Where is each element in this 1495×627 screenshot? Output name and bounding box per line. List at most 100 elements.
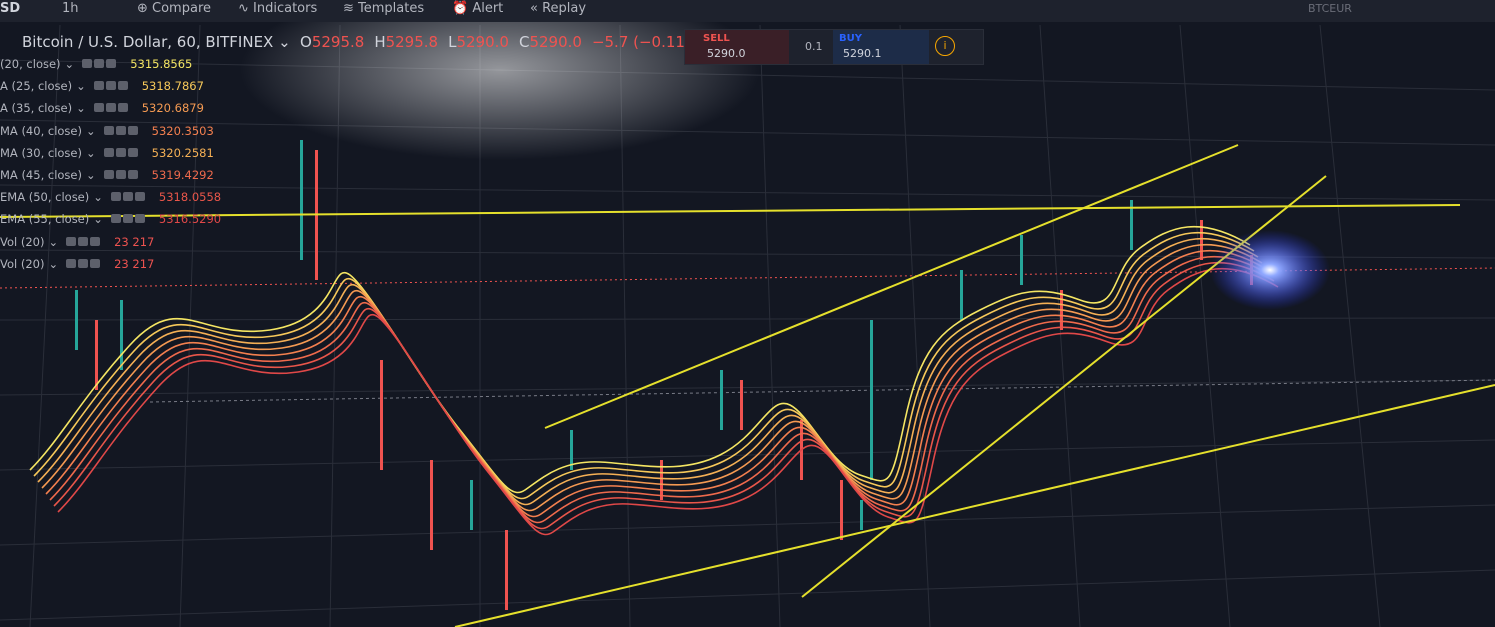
legend-icon[interactable] <box>122 214 133 224</box>
legend-chevron: ⌄ <box>76 101 86 116</box>
ohlc-key: H <box>374 33 386 51</box>
legend-icon[interactable] <box>110 214 121 224</box>
legend-row: A (25, close) ⌄ 5318.7867 <box>0 79 204 93</box>
legend-icon[interactable] <box>66 236 77 246</box>
sell-label: SELL <box>703 33 730 44</box>
legend-label: MA (40, close) <box>0 123 82 138</box>
alert-button[interactable]: ⏰ Alert <box>452 1 504 16</box>
legend-value: 5320.2581 <box>151 145 214 160</box>
chart-title: Bitcoin / U.S. Dollar, 60, BITFINEX ⌄ <box>22 33 291 51</box>
legend-value: 5315.8565 <box>130 57 193 71</box>
legend-icon[interactable] <box>134 214 145 224</box>
legend-value: 5320.6879 <box>141 101 204 116</box>
legend-icon[interactable] <box>127 147 138 157</box>
legend-icon[interactable] <box>103 170 114 179</box>
ohlc-change: −5.7 (−0.11% <box>591 33 700 51</box>
ohlc: O5295.8 H5295.8 L5290.0 C5290.0 −5.7 (−0.11% <box>300 33 699 51</box>
legend-label: EMA (55, close) <box>0 212 90 227</box>
legend-icon[interactable] <box>82 59 93 68</box>
legend-icon[interactable] <box>110 192 121 202</box>
legend-row: Vol (20) ⌄ 23 217 <box>0 235 154 249</box>
legend-icon[interactable] <box>103 147 114 157</box>
templates-label: Templates <box>358 1 425 16</box>
legend-icon[interactable] <box>78 236 89 246</box>
legend-value: 5320.3503 <box>151 123 214 138</box>
buy-price: 5290.1 <box>843 47 882 60</box>
legend-label: EMA (50, close) <box>0 190 90 205</box>
indicators-button[interactable]: ∿ Indicators <box>238 1 318 16</box>
legend-chevron: ⌄ <box>85 123 96 138</box>
legend-icon[interactable] <box>66 258 77 268</box>
legend-icon[interactable] <box>94 59 105 68</box>
legend-icon[interactable] <box>117 81 128 91</box>
compare-label: Compare <box>152 1 212 16</box>
ohlc-key: C <box>518 33 530 51</box>
replay-button[interactable]: « Replay <box>530 1 587 16</box>
legend-value: 5316.5290 <box>158 212 222 227</box>
legend-value: 23 217 <box>114 256 155 271</box>
symbol[interactable]: SD <box>0 1 21 16</box>
alert-label: Alert <box>472 1 504 16</box>
legend-chevron: ⌄ <box>48 234 59 249</box>
ohlc-key: L <box>448 33 457 51</box>
ohlc-value: 5295.8 <box>385 33 439 51</box>
crosshair <box>149 379 1495 403</box>
legend-icon[interactable] <box>93 81 104 91</box>
legend-icon[interactable] <box>106 59 117 68</box>
legend-chevron: ⌄ <box>48 256 59 271</box>
right-symbol[interactable]: BTCEUR <box>1308 2 1352 15</box>
legend-chevron: ⌄ <box>93 190 103 205</box>
legend-chevron: ⌄ <box>85 168 96 182</box>
legend-icon[interactable] <box>90 236 101 246</box>
replay-label: Replay <box>542 1 587 16</box>
legend-icon[interactable] <box>78 258 89 268</box>
legend-label: (20, close) <box>0 57 61 71</box>
legend-row: A (35, close) ⌄ 5320.6879 <box>0 101 204 115</box>
ohlc-value: 5295.8 <box>311 33 365 51</box>
legend-value: 5319.4292 <box>151 168 214 182</box>
legend-icon[interactable] <box>90 258 101 268</box>
buy-button[interactable] <box>833 30 929 64</box>
legend-icon[interactable] <box>105 81 116 91</box>
legend-icon[interactable] <box>115 147 126 157</box>
legend-label: A (35, close) <box>0 101 73 116</box>
legend-label: MA (30, close) <box>0 145 82 160</box>
interval[interactable]: 1h <box>62 1 79 16</box>
legend-icon[interactable] <box>134 192 145 202</box>
legend-label: A (25, close) <box>0 79 73 94</box>
legend-row: MA (30, close) ⌄ 5320.2581 <box>0 146 214 160</box>
templates-button[interactable]: ≋ Templates <box>343 1 425 16</box>
lens-flare <box>1210 230 1330 310</box>
legend-icon[interactable] <box>103 125 114 135</box>
compare-button[interactable]: ⊕ Compare <box>137 1 212 16</box>
buy-label: BUY <box>839 33 862 44</box>
legend-label: Vol (20) <box>0 234 45 249</box>
toolbar-bg <box>0 0 1495 22</box>
title: Bitcoin / U.S. Dollar, 60, BITFINEX <box>22 33 274 51</box>
quantity[interactable]: 0.1 <box>805 40 823 53</box>
legend-row: EMA (55, close) ⌄ 5316.5290 <box>0 212 221 226</box>
ohlc-key: O <box>300 33 312 51</box>
legend-icon[interactable] <box>115 125 126 135</box>
legend-icon[interactable] <box>127 125 138 135</box>
legend-value: 23 217 <box>114 234 155 249</box>
indicators-label: Indicators <box>253 1 318 16</box>
legend-icon[interactable] <box>122 192 133 202</box>
legend-chevron: ⌄ <box>93 212 103 227</box>
legend-icon[interactable] <box>105 103 116 113</box>
legend-row: MA (40, close) ⌄ 5320.3503 <box>0 124 214 138</box>
sell-button[interactable] <box>685 30 789 64</box>
legend-value: 5318.0558 <box>158 190 222 205</box>
legend-value: 5318.7867 <box>141 79 204 94</box>
legend-chevron: ⌄ <box>64 57 75 71</box>
legend-icon[interactable] <box>127 170 138 179</box>
info-icon[interactable]: i <box>935 36 955 56</box>
legend-icon[interactable] <box>115 170 126 179</box>
trade-panel: SELL 5290.0 0.1 BUY 5290.1 i <box>684 29 984 65</box>
legend-icon[interactable] <box>93 103 104 113</box>
legend-icon[interactable] <box>117 103 128 113</box>
legend-row: MA (45, close) ⌄ 5319.4292 <box>0 168 214 182</box>
legend-chevron: ⌄ <box>85 145 96 160</box>
legend-chevron: ⌄ <box>76 79 86 94</box>
trend-lines <box>0 144 1495 627</box>
